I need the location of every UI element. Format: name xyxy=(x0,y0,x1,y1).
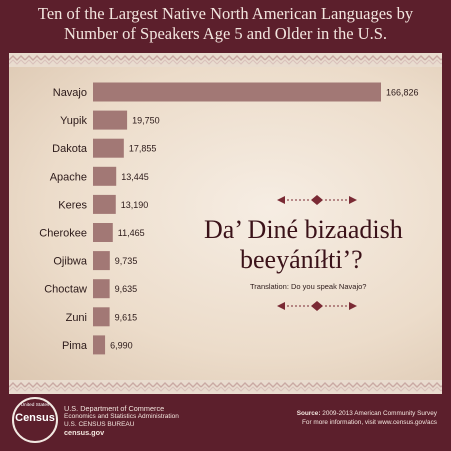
bar xyxy=(93,223,113,242)
title-line-2: Number of Speakers Age 5 and Older in th… xyxy=(63,24,388,43)
bar xyxy=(93,194,116,214)
value-label: 9,735 xyxy=(115,256,138,266)
category-label: Choctaw xyxy=(44,284,87,296)
bar xyxy=(93,307,110,327)
source-label: Source: xyxy=(296,410,321,417)
dept-line-3: U.S. CENSUS BUREAU xyxy=(64,421,135,428)
bar-chart: Navajo 166,826 Yupik 19,750 Dakota 17,855 Apac… xyxy=(39,82,419,355)
translation-text: Translation: Do you speak Navajo? xyxy=(250,282,367,291)
source-block: Source: 2009-2013 American Community Sur… xyxy=(297,409,437,427)
bar xyxy=(93,82,381,102)
value-label: 13,445 xyxy=(121,172,149,182)
logo-main-text: Census xyxy=(15,412,55,424)
border-pattern-top xyxy=(9,53,442,67)
chart-title: Ten of the Largest Native North American… xyxy=(0,4,451,44)
bar xyxy=(93,335,106,355)
category-label: Dakota xyxy=(52,143,88,155)
source-text: 2009-2013 American Community Survey xyxy=(322,410,437,417)
bar xyxy=(93,166,117,186)
category-label: Apache xyxy=(50,171,87,183)
category-label: Yupik xyxy=(60,115,87,127)
value-label: 9,615 xyxy=(115,312,138,322)
bar xyxy=(93,279,110,299)
category-label: Pima xyxy=(62,340,88,352)
dept-line-2: Economics and Statistics Administration xyxy=(64,413,179,420)
ornament-bottom-icon xyxy=(277,301,357,311)
navajo-slogan: Da’ Diné bizaadish beeyáníłti’? xyxy=(204,215,440,275)
dept-line-1: U.S. Department of Commerce xyxy=(64,404,165,413)
census-gov-link[interactable]: census.gov xyxy=(64,428,105,437)
decorative-border-top xyxy=(9,53,442,67)
slogan-line-2: beeyáníłti’? xyxy=(240,245,363,274)
value-label: 166,826 xyxy=(386,88,419,98)
bar xyxy=(93,110,128,130)
category-label: Ojibwa xyxy=(53,256,88,268)
value-label: 17,855 xyxy=(129,144,157,154)
bar xyxy=(93,251,110,271)
department-block: U.S. Department of Commerce Economics an… xyxy=(64,405,179,437)
value-label: 11,465 xyxy=(118,228,145,238)
logo-top-text: United States xyxy=(20,403,50,408)
value-label: 6,990 xyxy=(110,340,133,350)
decorative-border-bottom xyxy=(9,380,442,394)
title-line-1: Ten of the Largest Native North American… xyxy=(37,4,414,23)
source-line: Source: 2009-2013 American Community Sur… xyxy=(297,409,437,418)
category-label: Keres xyxy=(58,199,87,211)
category-label: Cherokee xyxy=(39,228,87,240)
ornament-top-icon xyxy=(277,195,357,205)
category-label: Navajo xyxy=(53,87,87,99)
chart-panel: Navajo 166,826 Yupik 19,750 Dakota 17,855 Apac… xyxy=(9,67,442,380)
bar xyxy=(93,138,124,158)
slogan-line-1: Da’ Diné bizaadish xyxy=(204,215,403,244)
border-pattern-bottom xyxy=(9,380,442,394)
value-label: 19,750 xyxy=(132,116,160,126)
value-label: 9,635 xyxy=(115,284,138,294)
value-label: 13,190 xyxy=(121,200,149,210)
more-info-line[interactable]: For more information, visit www.census.g… xyxy=(302,419,437,426)
census-logo[interactable]: United States Census xyxy=(12,397,58,443)
category-label: Zuni xyxy=(66,312,87,324)
